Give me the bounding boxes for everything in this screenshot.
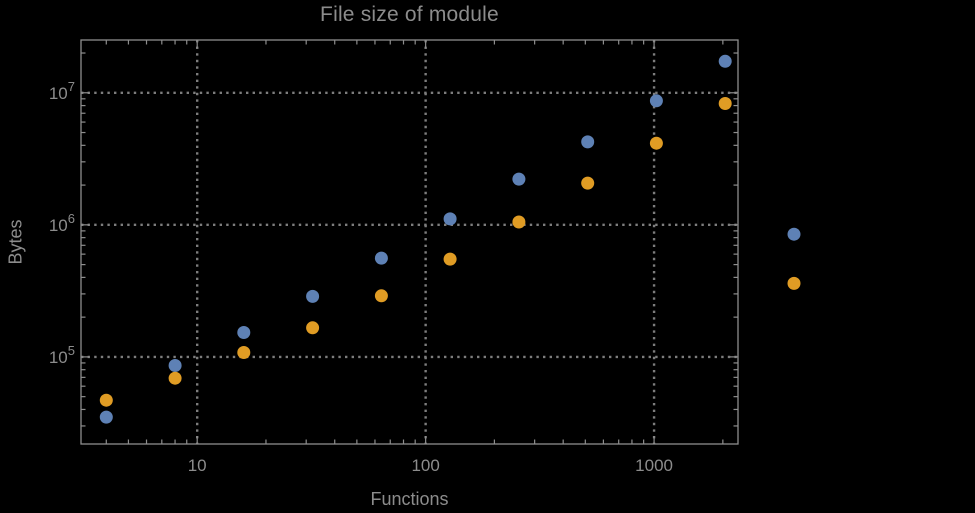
data-point-blue: [512, 172, 526, 186]
axis-ticks: [81, 40, 738, 444]
x-tick-label: 1000: [635, 456, 673, 475]
data-point-blue: [99, 410, 113, 424]
series-blue: [99, 54, 801, 424]
data-point-orange: [581, 176, 595, 190]
data-point-orange: [718, 97, 732, 110]
x-tick-label: 100: [411, 456, 439, 475]
plot-frame: [80, 39, 739, 445]
y-tick-label: 106: [49, 211, 75, 235]
data-point-orange: [237, 346, 251, 359]
data-point-blue: [718, 54, 732, 68]
chart-title: File size of module: [320, 3, 499, 26]
data-point-blue: [787, 227, 801, 241]
gridlines: [81, 40, 738, 444]
data-point-orange: [168, 371, 182, 385]
data-point-orange: [649, 136, 663, 150]
series-orange: [99, 97, 801, 407]
data-point-orange: [512, 215, 526, 229]
data-point-orange: [374, 289, 388, 303]
data-point-orange: [306, 321, 320, 335]
data-point-blue: [443, 212, 457, 226]
y-tick-label: 105: [49, 343, 75, 367]
data-point-blue: [168, 359, 182, 372]
data-point-blue: [649, 94, 663, 108]
data-point-blue: [581, 135, 595, 149]
data-point-blue: [306, 289, 320, 303]
tick-labels: 10 100 1000 105 106 107: [49, 79, 673, 475]
x-tick-label: 10: [188, 456, 207, 475]
y-tick-label: 107: [49, 79, 75, 103]
data-point-orange: [443, 252, 457, 266]
data-point-blue: [237, 326, 251, 339]
x-axis-label: Functions: [370, 489, 449, 509]
data-point-blue: [374, 251, 388, 265]
data-point-orange: [99, 393, 113, 407]
data-point-orange: [787, 276, 801, 290]
